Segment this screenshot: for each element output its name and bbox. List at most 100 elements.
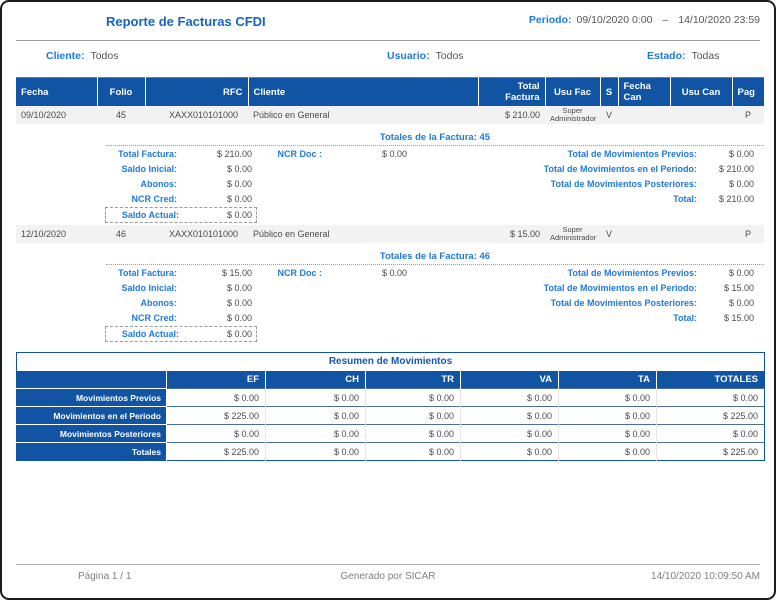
summary-row-label: Movimientos Posteriores — [16, 424, 167, 443]
mov-previos-value: $ 0.00 — [728, 148, 754, 159]
total-factura-value: $ 210.00 — [216, 148, 252, 159]
col-fecha: Fecha — [16, 77, 98, 106]
summary-value: $ 0.00 — [558, 388, 657, 407]
dashed-divider — [106, 145, 764, 146]
invoice-usu-fac: Super Administrador — [545, 225, 600, 245]
summary-col-empty — [16, 371, 167, 389]
report-content: Reporte de Facturas CFDI Periodo: 09/10/… — [2, 2, 774, 461]
saldo-inicial-label: Saldo Inicial: — [121, 163, 177, 174]
summary-value: $ 0.00 — [558, 424, 657, 443]
invoice-row-46: 12/10/2020 46 XAXX010101000 Público en G… — [16, 225, 764, 245]
total-label: Total: — [673, 312, 697, 323]
summary-col-va: VA — [460, 371, 559, 389]
summary-row-posteriores: Movimientos Posteriores $ 0.00 $ 0.00 $ … — [16, 424, 765, 443]
invoice-rfc: XAXX010101000 — [145, 225, 248, 245]
totals-row: Abonos: $ 0.00 Total de Movimientos Post… — [16, 295, 764, 310]
invoice-total: $ 210.00 — [478, 106, 545, 126]
filter-cliente: Cliente: Todos — [46, 50, 118, 62]
filter-row: Cliente: Todos Usuario: Todos Estado: To… — [16, 50, 760, 64]
mov-previos-value: $ 0.00 — [728, 267, 754, 278]
invoice-fecha: 09/10/2020 — [16, 106, 97, 126]
ncr-cred-value: $ 0.00 — [226, 312, 252, 323]
summary-value: $ 0.00 — [166, 424, 266, 443]
mov-posteriores-value: $ 0.00 — [728, 297, 754, 308]
totals-row: Total Factura: $ 15.00 NCR Doc : $ 0.00 … — [16, 265, 764, 280]
summary-value: $ 0.00 — [656, 388, 765, 407]
summary-value: $ 0.00 — [460, 388, 559, 407]
ncr-cred-label: NCR Cred: — [131, 193, 177, 204]
summary-col-tr: TR — [365, 371, 461, 389]
summary-value: $ 0.00 — [460, 406, 559, 425]
col-rfc: RFC — [145, 77, 249, 106]
summary-header-row: EF CH TR VA TA TOTALES — [16, 371, 765, 389]
summary-title: Resumen de Movimientos — [16, 352, 765, 371]
filter-usuario: Usuario: Todos — [387, 50, 464, 62]
ncr-doc-value: $ 0.00 — [381, 267, 407, 278]
saldo-actual-box: Saldo Actual: $ 0.00 — [105, 326, 257, 342]
mov-posteriores-label: Total de Movimientos Posteriores: — [550, 297, 697, 308]
filter-usuario-value: Todos — [435, 50, 464, 62]
totals-row: NCR Cred: $ 0.00 Total: $ 210.00 — [16, 191, 764, 206]
saldo-actual-value: $ 0.00 — [226, 329, 252, 339]
ncr-cred-label: NCR Cred: — [131, 312, 177, 323]
ncr-cred-value: $ 0.00 — [226, 193, 252, 204]
invoice-usu-can — [670, 225, 732, 245]
saldo-inicial-label: Saldo Inicial: — [121, 282, 177, 293]
saldo-actual-label: Saldo Actual: — [121, 329, 180, 339]
invoice-totals-title: Totales de la Factura: 45 — [379, 132, 491, 143]
col-usu-can: Usu Can — [670, 77, 733, 106]
mov-previos-label: Total de Movimientos Previos: — [567, 267, 697, 278]
invoice-folio: 46 — [97, 225, 145, 245]
totals-row: Saldo Inicial: $ 0.00 Total de Movimient… — [16, 280, 764, 295]
invoice-s: V — [600, 106, 618, 126]
summary-value: $ 225.00 — [166, 442, 266, 461]
invoice-cliente: Público en General — [248, 225, 478, 245]
summary-row-label: Movimientos Previos — [16, 388, 167, 407]
filter-estado-label: Estado: — [647, 50, 686, 62]
filter-cliente-label: Cliente: — [46, 50, 85, 62]
summary-row-previos: Movimientos Previos $ 0.00 $ 0.00 $ 0.00… — [16, 388, 765, 407]
ncr-doc-label: NCR Doc : — [277, 148, 323, 159]
totals-row: Total Factura: $ 210.00 NCR Doc : $ 0.00… — [16, 146, 764, 161]
summary-value: $ 0.00 — [656, 424, 765, 443]
dashed-divider — [106, 264, 764, 265]
summary-value: $ 0.00 — [166, 388, 266, 407]
total-value: $ 15.00 — [723, 312, 754, 323]
summary-value: $ 225.00 — [656, 442, 765, 461]
period-label: Periodo: — [528, 14, 572, 26]
col-folio: Folio — [97, 77, 146, 106]
mov-posteriores-value: $ 0.00 — [728, 178, 754, 189]
col-s: S — [600, 77, 619, 106]
report-footer: Página 1 / 1 Generado por SICAR 14/10/20… — [16, 564, 760, 582]
summary-value: $ 225.00 — [656, 406, 765, 425]
summary-value: $ 0.00 — [365, 388, 461, 407]
total-factura-value: $ 15.00 — [221, 267, 252, 278]
filter-cliente-value: Todos — [90, 50, 119, 62]
invoice-pag: P — [732, 106, 764, 126]
summary-col-ef: EF — [166, 371, 266, 389]
abonos-value: $ 0.00 — [226, 297, 252, 308]
col-pag: Pag — [732, 77, 764, 106]
saldo-actual-row: Saldo Actual: $ 0.00 — [105, 326, 764, 342]
summary-table: Resumen de Movimientos EF CH TR VA TA TO… — [16, 352, 765, 461]
col-cliente: Cliente — [248, 77, 479, 106]
mov-periodo-value: $ 15.00 — [723, 282, 754, 293]
totals-row: Abonos: $ 0.00 Total de Movimientos Post… — [16, 176, 764, 191]
invoice-usu-fac: Super Administrador — [545, 106, 600, 126]
total-value: $ 210.00 — [718, 193, 754, 204]
page-title: Reporte de Facturas CFDI — [106, 14, 266, 29]
mov-periodo-label: Total de Movimientos en el Periodo: — [543, 163, 697, 174]
summary-value: $ 0.00 — [365, 442, 461, 461]
period-start-value: 09/10/2020 0:00 — [576, 14, 653, 26]
invoice-total: $ 15.00 — [478, 225, 545, 245]
total-label: Total: — [673, 193, 697, 204]
period-end-value: 14/10/2020 23:59 — [678, 14, 760, 26]
mov-previos-label: Total de Movimientos Previos: — [567, 148, 697, 159]
invoice-fecha-can — [618, 106, 670, 126]
period-field: Periodo: 09/10/2020 0:00 – 14/10/2020 23… — [529, 14, 760, 26]
summary-value: $ 0.00 — [265, 424, 366, 443]
invoice-cliente: Público en General — [248, 106, 478, 126]
invoice-folio: 45 — [97, 106, 145, 126]
totals-row: Saldo Inicial: $ 0.00 Total de Movimient… — [16, 161, 764, 176]
abonos-value: $ 0.00 — [226, 178, 252, 189]
